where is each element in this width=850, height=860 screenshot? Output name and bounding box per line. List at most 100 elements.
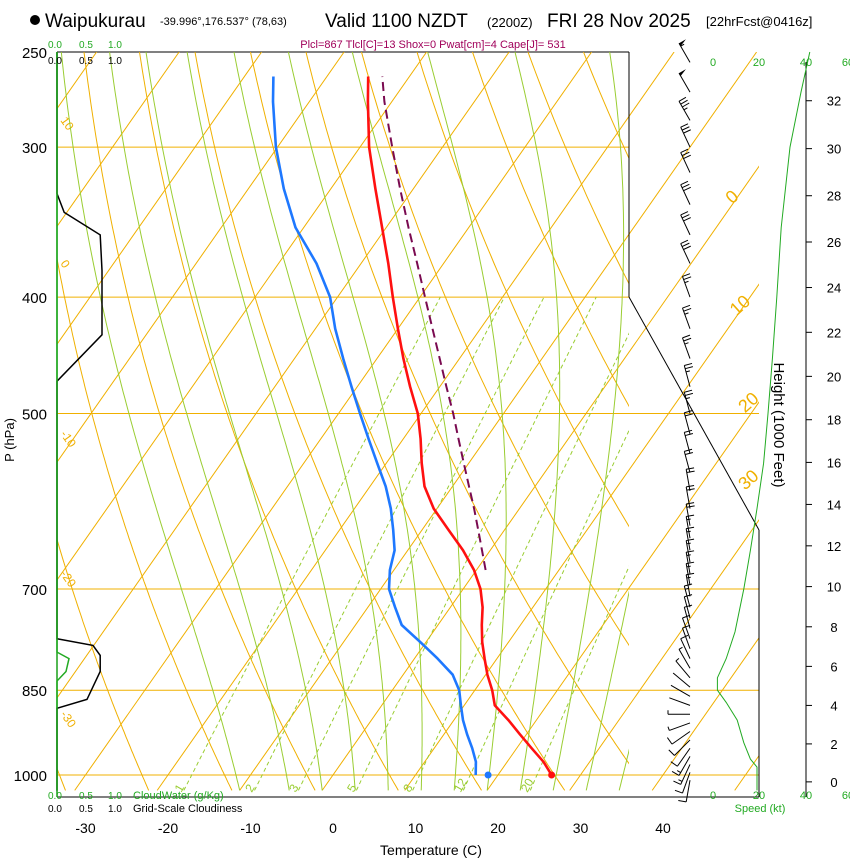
wind-barb: [667, 722, 691, 731]
cloud-top-green-1: 0.5: [79, 40, 93, 51]
wind-barb-staff: [683, 607, 691, 629]
wind-barb-full: [682, 334, 691, 339]
wind-barb-full: [668, 749, 675, 756]
dry-adiabat-line: [583, 52, 629, 160]
isotherm-line: [57, 52, 180, 228]
height-tick-label: 4: [830, 698, 837, 713]
sounding-params: Plcl=867 Tlcl[C]=13 Shox=0 Pwat[cm]=4 Ca…: [300, 39, 565, 51]
wind-barb-staff: [685, 552, 691, 574]
wind-barb-flag: [679, 69, 686, 76]
station-dot: [30, 15, 40, 25]
wind-barb-full: [683, 154, 691, 160]
isotherm-line: [74, 52, 593, 791]
surface-temperature-marker: [548, 771, 556, 779]
dry-adiabat-label: 0: [58, 257, 73, 271]
wind-barb: [682, 614, 691, 639]
wind-barb: [667, 710, 690, 715]
dry-adiabat-label: -10: [58, 428, 80, 451]
cloud-bottom-green-0: 0.0: [48, 791, 62, 802]
x-tick-label: 20: [490, 820, 506, 836]
height-tick-label: 26: [827, 235, 841, 250]
cloud-top-black-0: 0.0: [48, 56, 62, 67]
moist-adiabat-line: [233, 52, 389, 791]
cloud-top-green-0: 0.0: [48, 40, 62, 51]
wind-barb-half: [675, 658, 680, 662]
wind-barb-full: [684, 429, 693, 433]
wind-barb-full: [686, 505, 695, 508]
isotherm-label: 30: [734, 466, 762, 494]
isotherm-label: 10: [726, 291, 754, 319]
wind-barb-full: [678, 799, 687, 803]
wind-barb-full: [686, 488, 695, 491]
wind-barb-full: [683, 217, 691, 222]
wind-barb-full: [671, 771, 680, 776]
series-dewpoint: [271, 76, 478, 776]
wind-barb-full: [680, 148, 689, 154]
dry-adiabat-line: [194, 52, 482, 791]
wind-barb-flag: [679, 39, 686, 47]
wind-barb-staff: [678, 72, 691, 93]
isotherm-label: 0: [722, 186, 743, 208]
wind-barb-full: [686, 470, 695, 473]
x-tick-label: -30: [75, 820, 95, 836]
forecast-date: FRI 28 Nov 2025: [547, 11, 691, 32]
pressure-tick-label: 850: [22, 683, 47, 700]
wind-barb: [683, 594, 693, 619]
speed-tick-bottom: 20: [753, 790, 765, 802]
height-tick-label: 32: [827, 94, 841, 109]
wind-barb-full: [684, 604, 693, 608]
wind-barb-full: [683, 276, 692, 281]
wind-barb-half: [685, 370, 691, 373]
wind-barb-staff: [685, 503, 691, 526]
speed-tick-top: 0: [710, 57, 716, 69]
wind-barb-staff: [683, 412, 691, 435]
isotherm-line: [57, 52, 263, 346]
wind-barb-half: [678, 779, 683, 782]
height-tick-label: 6: [830, 659, 837, 674]
wind-barb-staff: [682, 627, 691, 649]
wind-barb-full: [673, 780, 681, 785]
mixing-ratio-line: [412, 332, 629, 791]
height-axis-title: Height (1000 Feet): [770, 362, 787, 487]
wind-barb: [683, 362, 694, 387]
wind-barb: [674, 772, 691, 794]
wind-barb: [683, 410, 694, 435]
wind-barb: [678, 96, 691, 121]
height-tick-label: 20: [827, 369, 841, 384]
wind-barb-full: [684, 448, 693, 452]
dry-adiabat-label: -30: [58, 708, 80, 731]
x-tick-label: 30: [573, 820, 589, 836]
forecast-run: [22hrFcst@0416z]: [706, 14, 812, 29]
mixing-ratio-line: [183, 296, 441, 791]
cloud-bottom-black-1: 0.5: [79, 804, 93, 815]
speed-tick-top: 60: [842, 57, 850, 69]
wind-barb-staff: [682, 772, 691, 794]
plot-frame: [56, 52, 807, 798]
wind-barb-staff: [675, 660, 691, 679]
cloud-top-black-1: 0.5: [79, 56, 93, 67]
wind-barb: [682, 304, 692, 329]
moist-adiabat-line: [109, 52, 290, 791]
isotherm-line: [57, 52, 510, 699]
wind-barb-full: [683, 337, 692, 342]
wind-barb-full: [682, 102, 690, 108]
wind-barb-full: [686, 485, 695, 488]
wind-barb-full: [670, 761, 678, 767]
isotherm-line: [321, 165, 759, 791]
pressure-tick-label: 400: [22, 290, 47, 307]
wind-barb-full: [684, 594, 693, 598]
wind-barb-staff: [685, 528, 691, 551]
cloud-water-line: [56, 52, 70, 791]
cloud-top-black-2: 1.0: [108, 56, 122, 67]
moist-adiabat-line: [351, 52, 462, 791]
pressure-tick-label: 500: [22, 407, 47, 424]
wind-barb-full: [683, 129, 691, 134]
speed-tick-bottom: 40: [800, 790, 812, 802]
moist-adiabat-line: [186, 52, 356, 791]
wind-barb-full: [685, 433, 694, 437]
wind-barb-staff: [685, 516, 691, 539]
speed-tick-bottom: 60: [842, 790, 850, 802]
wind-barb-full: [680, 99, 688, 105]
wind-barb: [678, 69, 691, 93]
pressure-tick-label: 250: [22, 45, 47, 62]
